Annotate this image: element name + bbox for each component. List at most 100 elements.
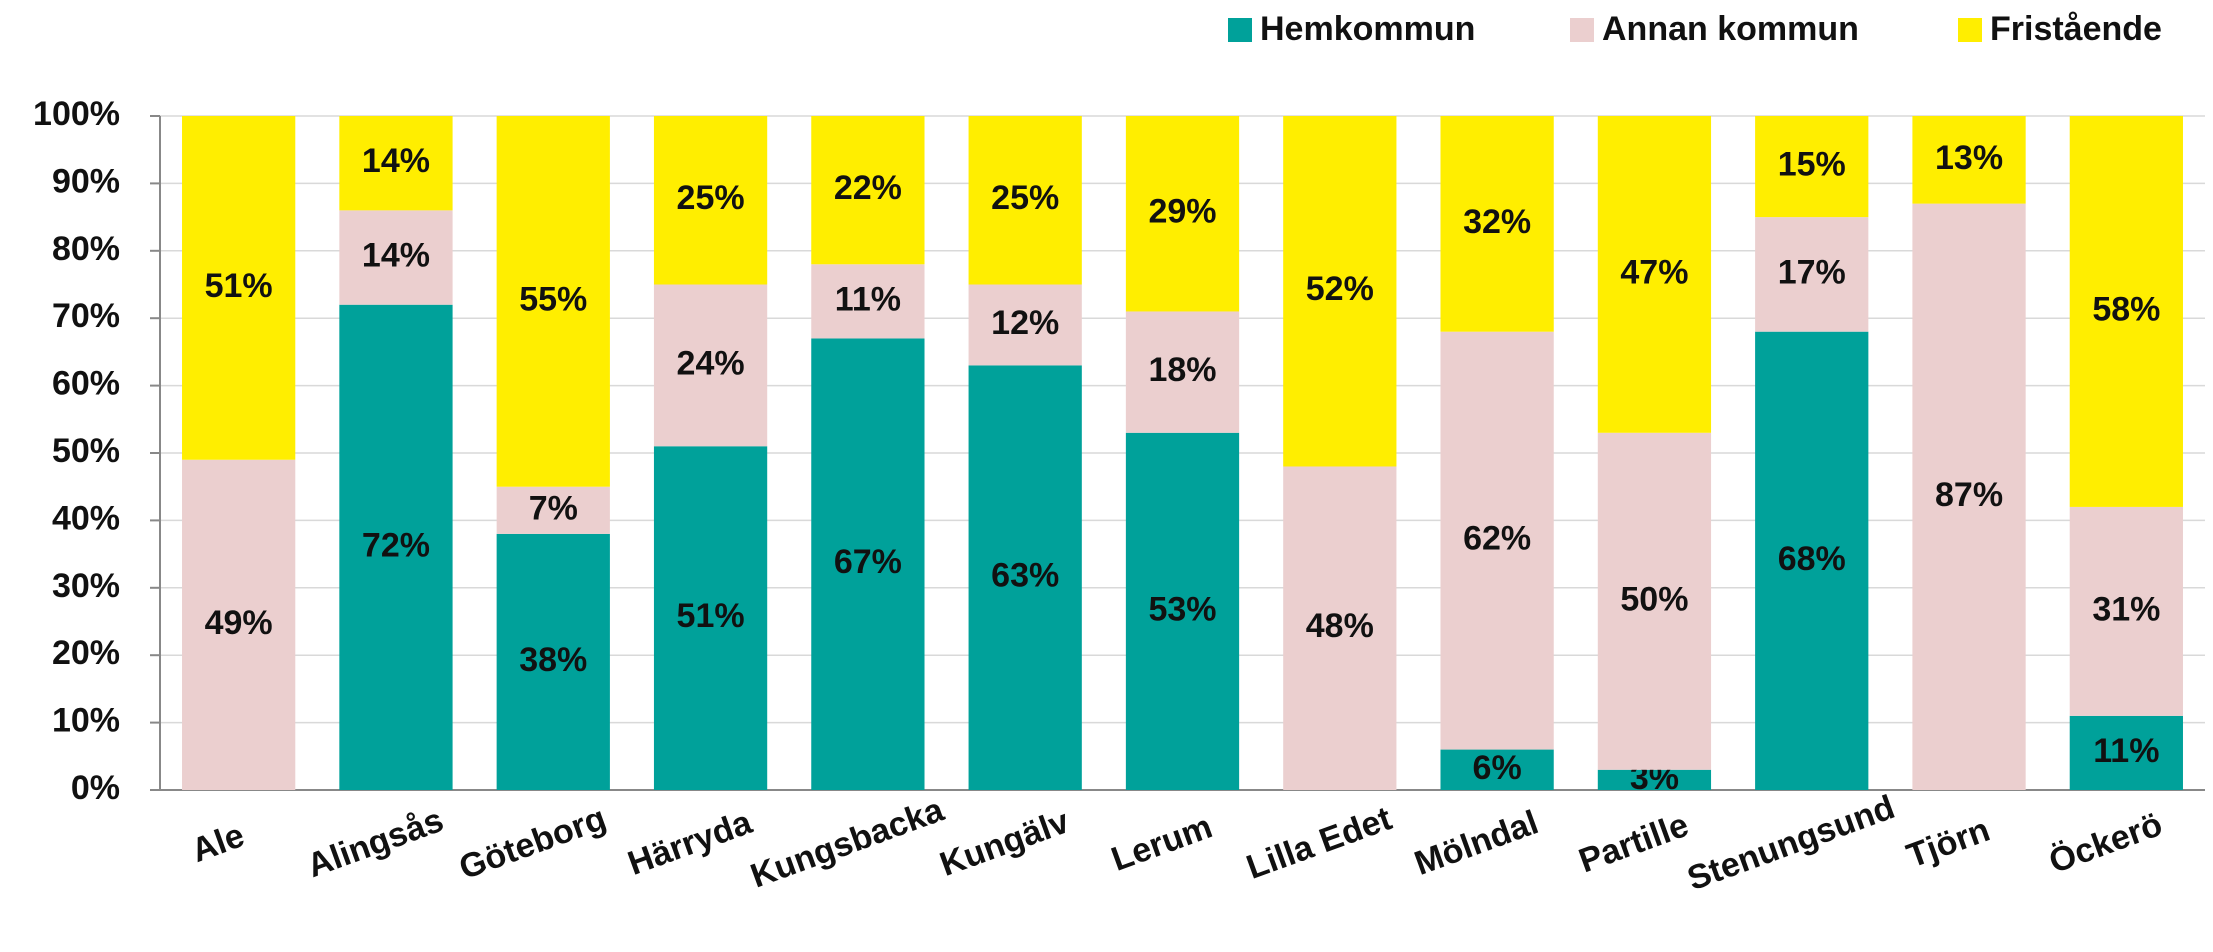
bar-segment: [1912, 203, 2026, 790]
bar-segment: [811, 338, 925, 790]
data-label: 11%: [835, 280, 901, 318]
bar-segment: [811, 116, 925, 265]
y-tick-label: 10%: [52, 702, 120, 740]
data-label: 18%: [1148, 351, 1216, 389]
data-label: 12%: [991, 304, 1059, 342]
x-tick-label: Mölndal: [1410, 803, 1544, 883]
legend-swatch: [1570, 18, 1594, 42]
data-label: 52%: [1306, 270, 1374, 308]
bar-segment: [653, 284, 768, 447]
data-label: 72%: [362, 526, 430, 564]
data-label: 47%: [1620, 253, 1688, 291]
bar-segment: [1125, 311, 1240, 433]
bar-segment: [968, 365, 1082, 790]
bar-segment: [339, 116, 453, 211]
bar-segment: [968, 116, 1082, 285]
bar-segment: [1755, 331, 1869, 790]
y-tick-label: 20%: [52, 634, 120, 672]
bar-segment: [339, 210, 453, 305]
x-tick-label: Öckerö: [2044, 805, 2167, 881]
bar-segment: [1912, 116, 2026, 204]
data-label: 63%: [991, 557, 1059, 595]
bar-segment: [1440, 749, 1554, 790]
x-tick-label: Härryda: [623, 803, 758, 883]
bar-segment: [1440, 116, 1554, 332]
y-tick-label: 40%: [52, 499, 120, 537]
bar-segment: [182, 116, 296, 460]
y-tick-label: 0%: [71, 769, 120, 807]
x-tick-label: Alingsås: [302, 801, 448, 885]
bar-segment: [339, 304, 453, 790]
y-tick-label: 80%: [52, 230, 120, 268]
y-tick-label: 90%: [52, 162, 120, 200]
y-tick-label: 30%: [52, 567, 120, 605]
bar-segment: [2069, 506, 2183, 716]
bar-segment: [1597, 432, 1712, 770]
bar-segment: [1597, 116, 1712, 433]
bar-segment: [1755, 217, 1869, 332]
legend-label: Fristående: [1990, 10, 2162, 48]
data-label: 22%: [834, 169, 902, 207]
bar-segment: [653, 446, 768, 790]
bar-segment: [811, 264, 925, 339]
x-tick-label: Lerum: [1106, 807, 1217, 878]
bar-segment: [653, 116, 768, 285]
data-label: 13%: [1935, 139, 2003, 177]
data-label: 6%: [1473, 749, 1522, 787]
bar-segment: [1440, 331, 1554, 750]
bar-segment: [968, 284, 1082, 366]
data-label: 53%: [1148, 590, 1216, 628]
y-tick-label: 70%: [52, 297, 120, 335]
bar-segment: [1283, 116, 1397, 467]
data-label: 14%: [362, 237, 430, 275]
y-tick-label: 50%: [52, 432, 120, 470]
legend-swatch: [1958, 18, 1982, 42]
data-label: 50%: [1620, 580, 1688, 618]
legend-label: Hemkommun: [1260, 10, 1475, 48]
bar-segment: [2069, 116, 2183, 507]
data-label: 87%: [1935, 476, 2003, 514]
y-tick-label: 100%: [33, 95, 120, 133]
data-label: 68%: [1778, 540, 1846, 578]
x-tick-label: Stenungsund: [1682, 788, 1899, 898]
data-label: 11%: [2093, 732, 2159, 770]
x-tick-label: Ale: [187, 816, 250, 870]
x-tick-label: Kungsbacka: [746, 790, 950, 895]
data-label: 38%: [519, 641, 587, 679]
data-label: 51%: [205, 267, 273, 305]
data-label: 24%: [677, 344, 745, 382]
data-label: 51%: [677, 597, 745, 635]
data-label: 25%: [991, 179, 1059, 217]
data-label: 58%: [2092, 290, 2160, 328]
legend-swatch: [1228, 18, 1252, 42]
data-label: 62%: [1463, 520, 1531, 558]
data-label: 7%: [529, 489, 578, 527]
x-tick-label: Göteborg: [454, 799, 611, 887]
bar-segment: [496, 116, 610, 487]
data-label: 32%: [1463, 203, 1531, 241]
bar-segment: [496, 486, 610, 534]
data-label: 15%: [1778, 146, 1846, 184]
data-label: 48%: [1306, 607, 1374, 645]
data-label: 25%: [677, 179, 745, 217]
data-label: 49%: [205, 604, 273, 642]
data-label: 55%: [519, 280, 587, 318]
legend-label: Annan kommun: [1602, 10, 1859, 48]
bar-segment: [1125, 116, 1240, 312]
bar-segment: [1755, 116, 1869, 218]
data-label: 14%: [362, 142, 430, 180]
bar-segment: [2069, 715, 2183, 790]
data-label: 29%: [1148, 193, 1216, 231]
data-label: 17%: [1778, 253, 1846, 291]
bar-segment: [496, 533, 610, 790]
y-tick-label: 60%: [52, 365, 120, 403]
x-tick-label: Tjörn: [1902, 811, 1995, 876]
data-label: 67%: [834, 543, 902, 581]
bar-segment: [1283, 466, 1397, 790]
bar-segment: [182, 459, 296, 790]
bar-segment: [1597, 769, 1712, 790]
x-tick-label: Partille: [1574, 806, 1694, 880]
x-tick-label: Kungälv: [935, 802, 1074, 884]
data-label: 31%: [2092, 590, 2160, 628]
